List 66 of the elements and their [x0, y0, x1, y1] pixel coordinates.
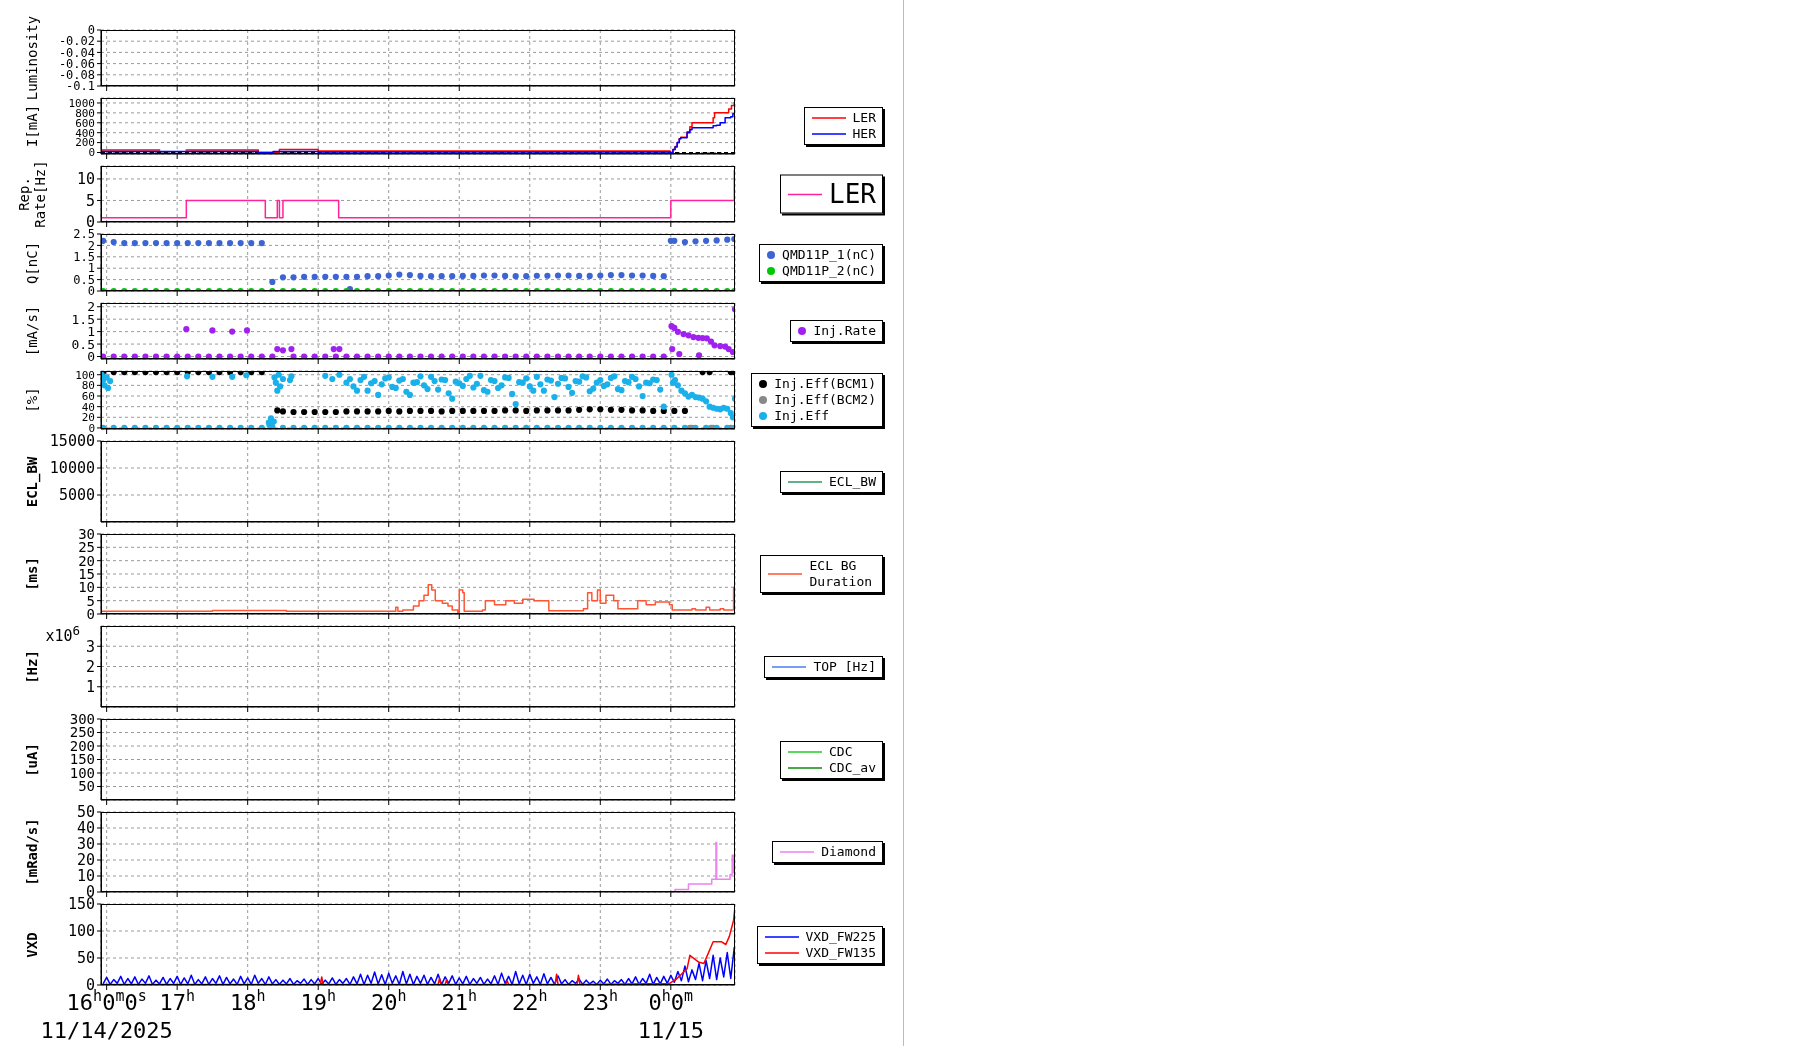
- y-axis-title: [mA/s]: [24, 305, 40, 357]
- y-tick-label: 40: [76, 819, 95, 838]
- y-tick-label: 0: [85, 976, 95, 995]
- legend-label: ECL_BW: [829, 473, 876, 490]
- legend-label: TOP [Hz]: [813, 658, 876, 675]
- y-axis-title: Q[nC]: [24, 241, 40, 284]
- y-axis-title: I[mA]: [24, 104, 40, 148]
- legend-label: Inj.Eff: [774, 408, 830, 424]
- y-tick-label: 40: [81, 400, 95, 414]
- legend-label: HER: [852, 126, 876, 142]
- y-tick-label: 10: [76, 867, 95, 886]
- y-tick-label: 100: [75, 368, 95, 382]
- x-tick-label: 0$^{h}$0$^{m}$ 11/15: [637, 986, 704, 1043]
- y-tick-label: 10000: [49, 459, 95, 478]
- y-tick-label: 20: [76, 851, 95, 870]
- y-axis-title: VXD: [24, 931, 40, 958]
- y-tick-label: 2: [87, 238, 95, 253]
- y-tick-label: 1: [85, 678, 95, 696]
- legend-label: VXD_FW135: [805, 944, 876, 961]
- y-axis-title: [uA]: [24, 742, 40, 777]
- legend-label: Diamond: [821, 844, 876, 860]
- y-tick-label: 10: [76, 170, 95, 189]
- y-tick-label: 1.5: [73, 250, 95, 264]
- y-tick-label: -0.1: [66, 79, 95, 94]
- legend-label: Inj.Rate: [813, 323, 876, 339]
- y-tick-label: 2: [85, 657, 95, 676]
- legend-label: ECL BG Duration: [809, 558, 874, 590]
- legend-label: QMD11P_2(nC): [782, 262, 876, 279]
- x-tick-label: 21$^{h}$: [441, 986, 478, 1015]
- x-tick-label: 18$^{h}$: [229, 986, 266, 1015]
- legend-label: Inj.Eff(BCM2): [774, 392, 876, 408]
- legend-label: CDC: [829, 743, 853, 760]
- y-tick-label: 300: [69, 710, 95, 727]
- y-tick-label: 50: [76, 803, 95, 822]
- y-tick-label: 0: [87, 284, 95, 299]
- legend-label: Inj.Eff(BCM1): [774, 376, 876, 392]
- text: x10$^{6}$: [45, 622, 80, 645]
- y-tick-label: 5: [85, 191, 95, 210]
- legend-label: LER: [829, 177, 876, 211]
- y-tick-label: 5000: [58, 486, 95, 505]
- y-axis-title: [ms]: [24, 557, 40, 591]
- legend-label: LER: [852, 110, 876, 126]
- y-axis-title: Luminosity: [24, 15, 40, 101]
- y-axis-title: [mRad/s]: [24, 818, 40, 886]
- y-tick-label: 50: [78, 778, 95, 795]
- y-tick-label: -0.08: [58, 68, 95, 82]
- y-tick-label: 0: [87, 349, 95, 365]
- y-tick-label: 100: [67, 922, 95, 941]
- x-tick-label: 22$^{h}$: [512, 986, 548, 1015]
- x-tick-label: 17$^{h}$: [159, 986, 195, 1015]
- y-axis-title: ECL_BW: [24, 456, 40, 507]
- x-tick-label: 20$^{h}$: [370, 986, 407, 1015]
- x-tick-label: 19$^{h}$: [300, 986, 336, 1015]
- y-tick-label: 0: [88, 146, 95, 160]
- y-tick-label: 30: [76, 835, 95, 854]
- y-tick-label: 50: [76, 949, 95, 968]
- y-tick-label: 3: [85, 637, 95, 656]
- y-tick-label: 15000: [49, 432, 95, 451]
- y-axis-title: [Hz]: [24, 649, 40, 684]
- y-axis-title: [%]: [24, 387, 40, 413]
- y-axis-title: Rep. Rate[Hz]: [16, 160, 48, 228]
- x-tick-label: 23$^{h}$: [582, 986, 619, 1015]
- legend-label: VXD_FW225: [805, 928, 876, 945]
- legend-label: CDC_av: [829, 759, 876, 776]
- legend-label: QMD11P_1(nC): [782, 246, 876, 263]
- y-tick-label: 30: [78, 525, 95, 542]
